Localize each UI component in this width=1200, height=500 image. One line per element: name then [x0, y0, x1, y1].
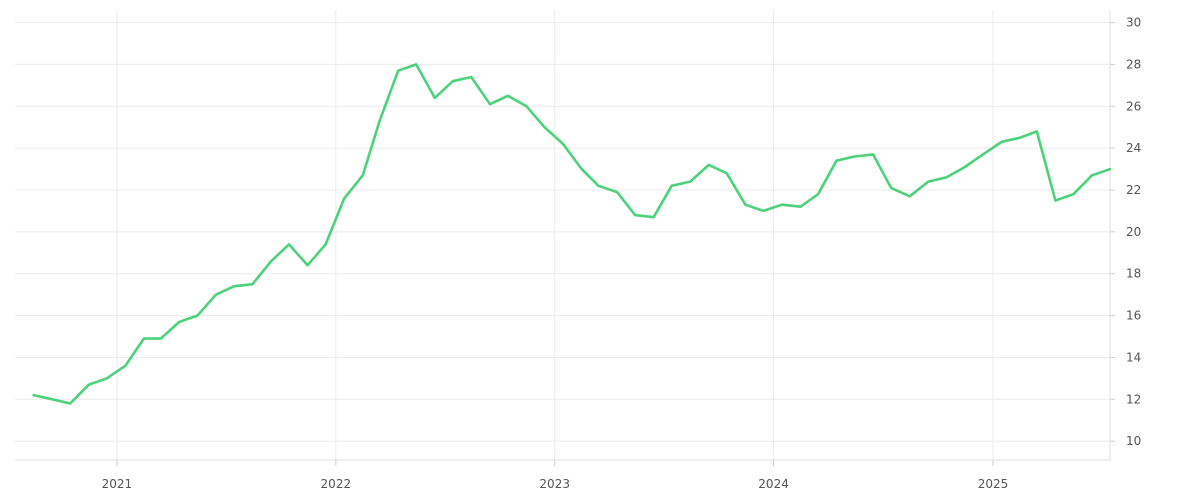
y-tick-label-10: 10	[1126, 434, 1141, 448]
x-tick-label-2024: 2024	[758, 477, 789, 491]
y-tick-label-14: 14	[1126, 350, 1141, 364]
y-tick-label-24: 24	[1126, 141, 1141, 155]
axes	[15, 10, 1115, 466]
y-tick-label-26: 26	[1126, 99, 1141, 113]
y-tick-label-18: 18	[1126, 267, 1141, 281]
x-axis-tick-labels: 2021 2022 2023 2024 2025	[102, 477, 1009, 491]
series-line-0	[32, 63, 1112, 405]
y-tick-label-12: 12	[1126, 392, 1141, 406]
x-tick-label-2023: 2023	[539, 477, 570, 491]
y-tick-label-30: 30	[1126, 16, 1141, 30]
y-tick-label-22: 22	[1126, 183, 1141, 197]
gridlines	[15, 10, 1110, 460]
x-tick-label-2021: 2021	[102, 477, 133, 491]
y-tick-label-16: 16	[1126, 309, 1141, 323]
y-tick-label-28: 28	[1126, 57, 1141, 71]
x-tick-label-2025: 2025	[978, 477, 1009, 491]
x-tick-label-2022: 2022	[321, 477, 352, 491]
y-tick-label-20: 20	[1126, 225, 1141, 239]
series-layer	[32, 63, 1112, 405]
y-axis-tick-labels: 10 12 14 16 18 20 22 24 26 28 30	[1126, 16, 1141, 449]
